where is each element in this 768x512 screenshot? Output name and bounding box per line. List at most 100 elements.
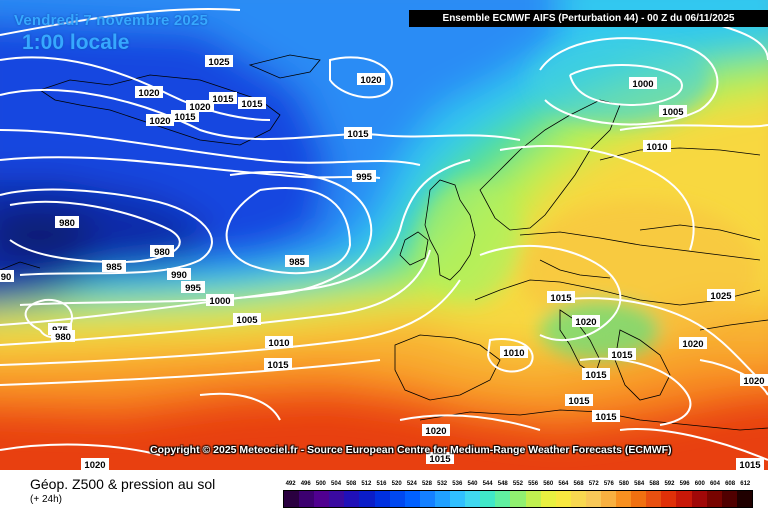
svg-text:1015: 1015 bbox=[595, 412, 617, 423]
scale-value: 532 bbox=[437, 481, 448, 487]
svg-text:1015: 1015 bbox=[241, 99, 263, 110]
svg-text:1015: 1015 bbox=[347, 129, 369, 140]
isobar-label: 1015 bbox=[592, 410, 620, 423]
scale-swatch bbox=[661, 491, 677, 507]
scale-swatch bbox=[374, 491, 390, 507]
svg-text:1015: 1015 bbox=[739, 460, 761, 470]
forecast-time: 1:00 locale bbox=[22, 31, 130, 54]
forecast-date: Vendredi 7 novembre 2025 bbox=[14, 12, 209, 29]
scale-value: 524 bbox=[406, 481, 417, 487]
svg-text:1005: 1005 bbox=[236, 315, 258, 326]
isobar-label: 980 bbox=[150, 245, 174, 258]
scale-swatch bbox=[419, 491, 435, 507]
scale-swatch bbox=[721, 491, 737, 507]
svg-text:995: 995 bbox=[356, 172, 373, 183]
scale-swatch bbox=[465, 491, 481, 507]
svg-text:980: 980 bbox=[55, 332, 71, 343]
isobar-label: 1015 bbox=[736, 458, 764, 470]
scale-value: 540 bbox=[467, 481, 478, 487]
svg-text:980: 980 bbox=[59, 218, 75, 229]
isobar-label: 980 bbox=[55, 216, 79, 229]
legend-subtitle: (+ 24h) bbox=[30, 494, 62, 505]
scale-value: 504 bbox=[331, 481, 342, 487]
scale-swatch bbox=[284, 491, 300, 507]
coastlines bbox=[0, 54, 768, 431]
scale-value: 536 bbox=[452, 481, 463, 487]
scale-value: 528 bbox=[421, 481, 432, 487]
svg-text:1015: 1015 bbox=[429, 454, 451, 465]
scale-value: 556 bbox=[528, 481, 539, 487]
legend-footer: Géop. Z500 & pression au sol (+ 24h) 492… bbox=[0, 470, 768, 512]
svg-text:980: 980 bbox=[154, 247, 170, 258]
svg-text:1015: 1015 bbox=[267, 360, 289, 371]
scale-swatch bbox=[389, 491, 405, 507]
svg-text:90: 90 bbox=[1, 272, 12, 283]
svg-text:985: 985 bbox=[289, 257, 306, 268]
svg-text:1020: 1020 bbox=[425, 426, 446, 437]
isobar-label: 1000 bbox=[206, 294, 234, 307]
svg-text:985: 985 bbox=[106, 262, 123, 273]
scale-value: 612 bbox=[740, 481, 751, 487]
scale-value: 572 bbox=[588, 481, 599, 487]
scale-swatch bbox=[585, 491, 601, 507]
model-header: Ensemble ECMWF AIFS (Perturbation 44) - … bbox=[409, 10, 768, 27]
svg-text:1010: 1010 bbox=[268, 338, 289, 349]
scale-value: 576 bbox=[603, 481, 614, 487]
scale-swatch bbox=[676, 491, 692, 507]
svg-text:1025: 1025 bbox=[710, 291, 732, 302]
isobar-label: 1010 bbox=[643, 140, 671, 153]
scale-swatch bbox=[450, 491, 466, 507]
isobar-label: 1010 bbox=[500, 346, 528, 359]
isobar-label: 1020 bbox=[679, 337, 707, 350]
scale-value: 560 bbox=[543, 481, 554, 487]
isobar-label: 1020 bbox=[422, 424, 450, 437]
scale-value: 548 bbox=[497, 481, 508, 487]
isobar-label: 980 bbox=[51, 330, 75, 343]
isobar-label: 1005 bbox=[659, 105, 687, 118]
scale-value: 600 bbox=[694, 481, 705, 487]
scale-swatch bbox=[646, 491, 662, 507]
geopotential-field bbox=[0, 0, 768, 470]
isobar-label: 1025 bbox=[205, 55, 233, 68]
isobar-label: 1025 bbox=[707, 289, 735, 302]
scale-value: 516 bbox=[376, 481, 387, 487]
isobar-label: 1010 bbox=[265, 336, 293, 349]
isobar-label: 985 bbox=[285, 255, 309, 268]
svg-text:1020: 1020 bbox=[682, 339, 703, 350]
svg-text:1015: 1015 bbox=[174, 112, 196, 123]
scale-swatch bbox=[631, 491, 647, 507]
scale-value: 508 bbox=[346, 481, 357, 487]
scale-swatch bbox=[344, 491, 360, 507]
scale-swatch bbox=[480, 491, 496, 507]
svg-text:990: 990 bbox=[171, 270, 187, 281]
svg-text:995: 995 bbox=[185, 283, 202, 294]
scale-value: 608 bbox=[725, 481, 736, 487]
isobar-label: 995 bbox=[181, 281, 205, 294]
isobar-label: 1015 bbox=[238, 97, 266, 110]
scale-value: 588 bbox=[649, 481, 660, 487]
isobar-label: 990 bbox=[167, 268, 191, 281]
isobar-label: 1015 bbox=[565, 394, 593, 407]
isobar-label: 1020 bbox=[357, 73, 385, 86]
scale-swatch bbox=[570, 491, 586, 507]
scale-swatch bbox=[359, 491, 375, 507]
svg-text:1015: 1015 bbox=[585, 370, 607, 381]
scale-value: 552 bbox=[512, 481, 523, 487]
isobar-label: 1020 bbox=[740, 374, 768, 387]
isobar-labels: 1025 1020 1020 1015 1020 1015 1020 1015 … bbox=[0, 55, 768, 470]
scale-value: 564 bbox=[558, 481, 569, 487]
scale-swatch bbox=[736, 491, 752, 507]
svg-text:1015: 1015 bbox=[568, 396, 590, 407]
svg-text:1020: 1020 bbox=[360, 75, 381, 86]
svg-text:1020: 1020 bbox=[575, 317, 596, 328]
svg-text:1025: 1025 bbox=[208, 57, 230, 68]
map-canvas: 1025 1020 1020 1015 1020 1015 1020 1015 … bbox=[0, 0, 768, 470]
svg-text:1000: 1000 bbox=[209, 296, 230, 307]
svg-text:1020: 1020 bbox=[84, 460, 105, 470]
isobar-label: 1020 bbox=[81, 458, 109, 470]
svg-text:1015: 1015 bbox=[212, 94, 234, 105]
isobar-label: 995 bbox=[352, 170, 376, 183]
scale-value: 492 bbox=[285, 481, 296, 487]
scale-value: 584 bbox=[634, 481, 645, 487]
scale-value: 580 bbox=[619, 481, 630, 487]
